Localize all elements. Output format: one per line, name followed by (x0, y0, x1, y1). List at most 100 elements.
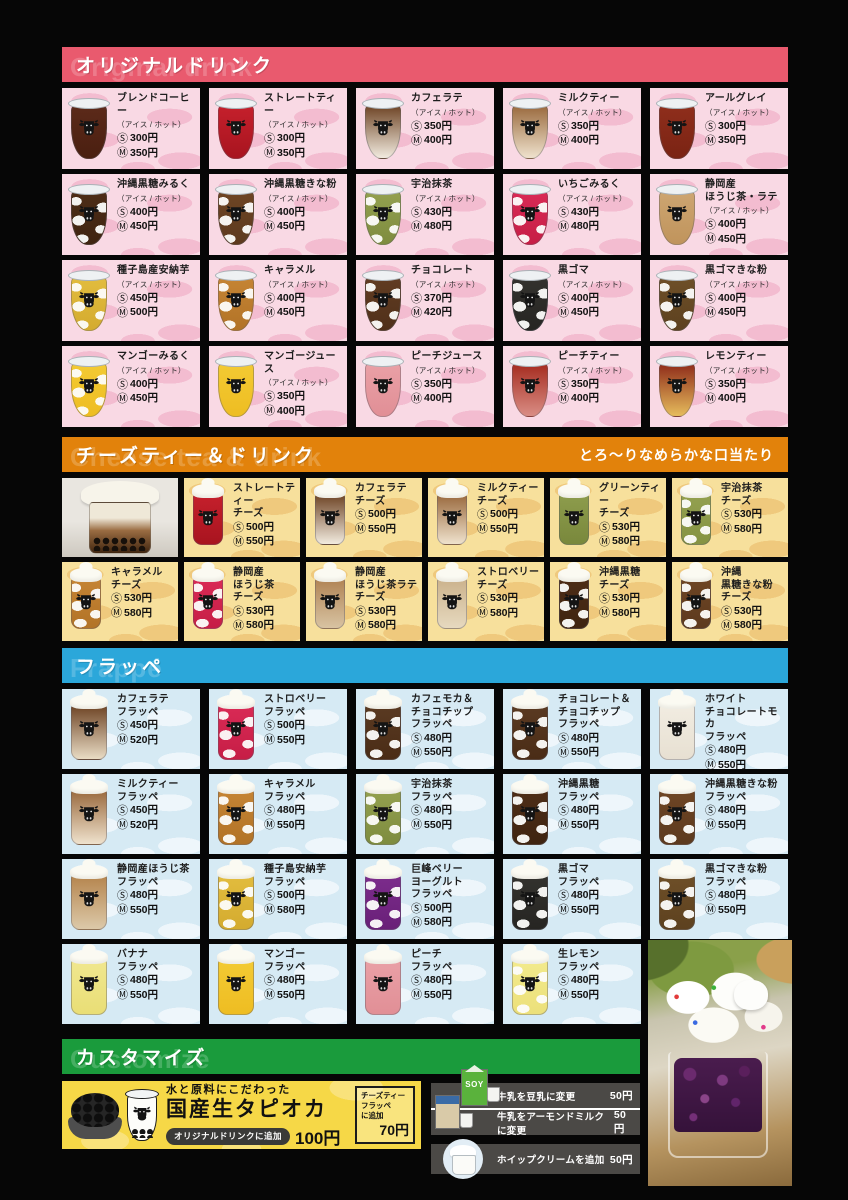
size-m-badge: Ⓜ (264, 405, 275, 418)
size-s-badge: Ⓢ (411, 378, 422, 391)
section-original-drinks: Original drink オリジナルドリンク ブレンドコーヒー (62, 47, 788, 427)
size-m-badge: Ⓜ (599, 607, 610, 620)
cheese-foam-top (192, 484, 224, 498)
drink-cup-illustration (189, 568, 227, 631)
cup-body (365, 790, 401, 845)
menu-item-card: カフェラテ （アイス / ホット） Ⓢ 350円 Ⓜ 400円 (356, 88, 494, 169)
drink-cup-illustration (67, 97, 111, 161)
cow-logo-icon (373, 291, 393, 308)
option-whipped-cream: ホイップクリームを追加 50円 (497, 1153, 633, 1167)
tapioca-add-badge: オリジナルドリンクに追加 (166, 1127, 291, 1145)
size-m-badge: Ⓜ (705, 819, 716, 832)
drink-cup-illustration (433, 568, 471, 631)
item-ice-hot-note: （アイス / ホット） (411, 279, 480, 289)
parfait-cup (668, 1052, 768, 1158)
item-price-small: Ⓢ 450円 (117, 719, 159, 732)
drink-cup-illustration (361, 695, 405, 762)
item-price-medium: Ⓜ 550円 (558, 746, 600, 759)
item-price-small: Ⓢ 350円 (705, 377, 747, 391)
item-info: マンゴージュース （アイス / ホット） Ⓢ 350円 Ⓜ 400円 (264, 351, 344, 423)
frappe-section-title: フラッペ (76, 657, 165, 678)
cow-logo-icon (520, 805, 540, 822)
size-s-badge: Ⓢ (264, 292, 275, 305)
item-price-medium: Ⓜ 400円 (705, 392, 747, 405)
cheese-foam-top (70, 568, 102, 582)
whip-option-bar: ホイップクリームを追加 50円 (431, 1139, 640, 1179)
menu-item-card: 沖縄黒糖みるく （アイス / ホット） Ⓢ 400円 Ⓜ 450円 (62, 174, 200, 255)
cow-logo-icon (373, 975, 393, 992)
cheese-foam-top (558, 484, 590, 498)
cheese-foam-top (217, 780, 255, 794)
cow-logo-icon (79, 975, 99, 992)
menu-item-card: 静岡産 ほうじ茶・ラテ （アイス / ホット） Ⓢ 400円 Ⓜ 450円 (650, 174, 788, 255)
item-name: 巨峰ベリー ヨーグルト フラッペ (411, 864, 463, 900)
size-m-badge: Ⓜ (721, 619, 732, 632)
drink-cup-illustration (311, 484, 349, 547)
size-s-badge: Ⓢ (558, 732, 569, 745)
item-price-medium: Ⓜ 450円 (117, 220, 159, 233)
item-info: アールグレイ （アイス / ホット） Ⓢ 300円 Ⓜ 350円 (705, 93, 785, 165)
item-name: レモンティー (705, 351, 767, 362)
frappe-items-grid: カフェラテ フラッペ Ⓢ 450円 Ⓜ 520円 ストロベ (62, 689, 788, 1024)
menu-item-card: 生レモン フラッペ Ⓢ 480円 Ⓜ 550円 (503, 944, 641, 1024)
size-s-badge: Ⓢ (558, 120, 569, 133)
size-m-badge: Ⓜ (117, 904, 128, 917)
item-price-medium: Ⓜ 400円 (558, 134, 600, 147)
tapioca-lead-text: 水と原料にこだわった (166, 1084, 291, 1097)
size-s-badge: Ⓢ (558, 975, 569, 987)
size-m-badge: Ⓜ (599, 535, 610, 548)
cow-logo-icon (226, 119, 246, 136)
item-name: ミルクティー (558, 93, 620, 104)
cheese-foam-top (364, 865, 402, 879)
drink-cup-illustration (361, 355, 405, 419)
drink-cup-illustration (361, 269, 405, 333)
item-price-small: Ⓢ 300円 (117, 132, 159, 145)
tapioca-bowl-icon (68, 1091, 122, 1139)
item-name: アールグレイ (705, 93, 767, 104)
item-price-small: Ⓢ 300円 (705, 119, 747, 133)
drink-cup-illustration (214, 780, 258, 847)
item-price-medium: Ⓜ 450円 (558, 306, 600, 319)
size-m-badge: Ⓜ (721, 523, 732, 536)
tapioca-offer-box: 水と原料にこだわった 国産生タピオカ オリジナルドリンクに追加 100円 チーズ… (62, 1081, 421, 1149)
item-price-medium: Ⓜ 550円 (411, 988, 453, 1002)
cow-logo-icon (686, 593, 706, 610)
item-price-small: Ⓢ 480円 (411, 804, 453, 817)
size-s-badge: Ⓢ (558, 890, 569, 902)
item-price-medium: Ⓜ 550円 (705, 758, 747, 772)
size-m-badge: Ⓜ (705, 233, 716, 246)
menu-item-card: 沖縄黒糖 フラッペ Ⓢ 480円 Ⓜ 550円 (503, 774, 641, 854)
menu-item-card: ストロベリー フラッペ Ⓢ 500円 Ⓜ 550円 (209, 689, 347, 769)
drink-cup-illustration (361, 865, 405, 932)
item-price-small: Ⓢ 480円 (705, 744, 747, 757)
item-price-small: Ⓢ 480円 (264, 974, 306, 987)
item-price-small: Ⓢ 480円 (411, 731, 453, 745)
item-price-medium: Ⓜ 580円 (355, 619, 397, 632)
size-m-badge: Ⓜ (117, 819, 128, 832)
menu-item-card: 黒ゴマ フラッペ Ⓢ 480円 Ⓜ 550円 (503, 859, 641, 939)
item-price-small: Ⓢ 300円 (264, 132, 306, 145)
item-price-medium: Ⓜ 450円 (264, 306, 306, 319)
item-price-medium: Ⓜ 550円 (705, 903, 747, 917)
cup-lid (509, 270, 551, 281)
menu-item-card: 宇治抹茶 （アイス / ホット） Ⓢ 430円 Ⓜ 480円 (356, 174, 494, 255)
drink-cup-illustration (361, 97, 405, 161)
cow-logo-icon (226, 377, 246, 394)
item-ice-hot-note: （アイス / ホット） (411, 365, 480, 375)
menu-item-card: 黒ゴマきな粉 （アイス / ホット） Ⓢ 400円 Ⓜ 450円 (650, 260, 788, 341)
cheese-foam-top (436, 484, 468, 498)
size-m-badge: Ⓜ (558, 746, 569, 759)
size-s-badge: Ⓢ (117, 206, 128, 219)
size-s-badge: Ⓢ (264, 805, 275, 817)
cow-logo-icon (373, 377, 393, 394)
item-price-small: Ⓢ 480円 (117, 974, 159, 987)
menu-item-card: 黒ゴマ （アイス / ホット） Ⓢ 400円 Ⓜ 450円 (503, 260, 641, 341)
item-info: ストロベリー チーズ Ⓢ 530円 Ⓜ 580円 (477, 567, 541, 637)
cow-logo-icon (79, 119, 99, 136)
size-s-badge: Ⓢ (558, 805, 569, 817)
item-name: ミルクティー チーズ (477, 483, 539, 507)
item-price-medium: Ⓜ 550円 (477, 522, 519, 536)
item-price-medium: Ⓜ 400円 (264, 404, 306, 418)
drink-cup-illustration (67, 695, 111, 762)
drink-cup-illustration (67, 780, 111, 847)
